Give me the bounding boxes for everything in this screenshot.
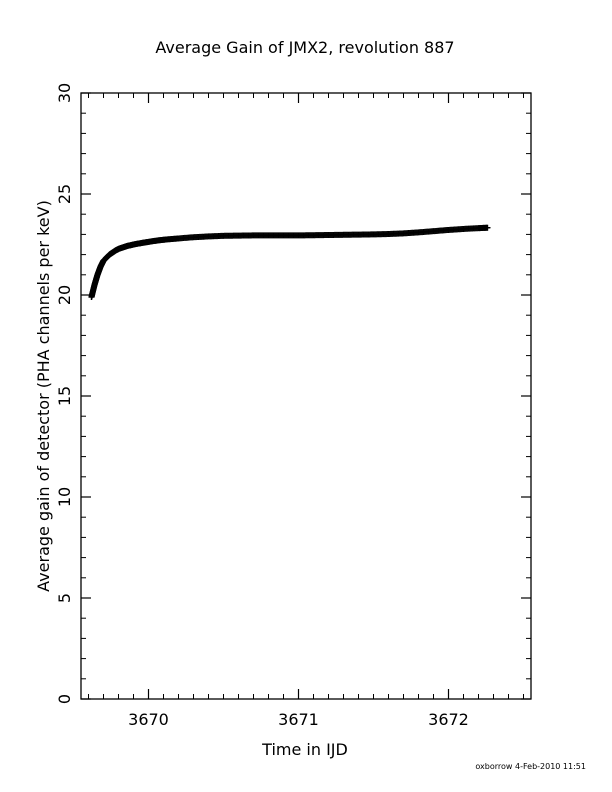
x-tick-label: 3672 — [428, 710, 469, 729]
x-tick-label: 3671 — [278, 710, 319, 729]
y-tick-label: 20 — [55, 285, 74, 305]
y-tick-labels: 0 5 10 15 20 25 30 — [55, 83, 74, 704]
x-tick-labels: 3670 3671 3672 — [128, 710, 469, 729]
y-tick-label: 30 — [55, 83, 74, 103]
minor-ticks — [81, 92, 531, 700]
y-tick-label: 15 — [55, 386, 74, 406]
footer-stamp: oxborrow 4-Feb-2010 11:51 — [475, 762, 586, 771]
data-series — [88, 224, 491, 301]
data-point — [484, 224, 491, 231]
x-tick-label: 3670 — [128, 710, 169, 729]
plot-frame — [80, 92, 532, 700]
y-tick-label: 0 — [55, 694, 74, 704]
x-axis-label: Time in IJD — [261, 740, 348, 759]
y-tick-label: 5 — [55, 593, 74, 603]
y-tick-label: 25 — [55, 184, 74, 204]
y-tick-label: 10 — [55, 487, 74, 507]
y-axis-label: Average gain of detector (PHA channels p… — [34, 200, 53, 592]
major-ticks — [81, 92, 531, 700]
chart-title: Average Gain of JMX2, revolution 887 — [155, 38, 454, 57]
